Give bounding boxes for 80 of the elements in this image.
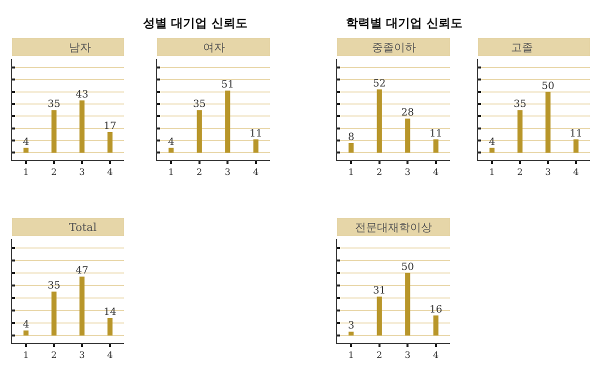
chart-title: 고졸 [511, 41, 533, 54]
bar [405, 118, 410, 153]
bar [545, 92, 551, 153]
x-tick-label: 4 [253, 168, 260, 178]
bar [348, 142, 354, 153]
data-label: 50 [542, 80, 554, 92]
data-label: 11 [250, 128, 262, 140]
data-label: 52 [373, 78, 386, 90]
bar [225, 90, 230, 153]
bar [348, 332, 354, 336]
bar [107, 318, 113, 336]
data-label: 35 [514, 99, 526, 110]
bar [573, 139, 579, 153]
x-tick-label: 3 [545, 168, 552, 178]
chart-title: 전문대재학이상 [355, 221, 432, 234]
x-tick-label: 4 [107, 350, 114, 361]
bar [23, 148, 29, 153]
data-label: 35 [193, 99, 206, 110]
x-tick-label: 1 [23, 350, 29, 361]
data-label: 50 [401, 262, 414, 273]
data-label: 28 [401, 108, 414, 119]
x-tick-label: 3 [404, 168, 411, 178]
x-tick-label: 4 [573, 168, 580, 178]
x-tick-label: 3 [79, 350, 86, 361]
chart-title: 남자 [69, 41, 91, 54]
data-label: 17 [104, 121, 116, 132]
x-tick-label: 3 [79, 168, 86, 178]
bar [376, 89, 382, 153]
bar [517, 110, 523, 153]
data-label: 31 [373, 286, 386, 297]
x-tick-label: 1 [168, 168, 174, 178]
bar [376, 296, 382, 336]
bar [23, 330, 29, 336]
text: 성별 대기업 신뢰도 [143, 16, 248, 30]
data-label: 47 [76, 266, 88, 277]
bar [433, 139, 438, 153]
data-label: 4 [22, 319, 30, 330]
chart-title: Total [69, 221, 98, 234]
data-label: 4 [488, 136, 496, 148]
data-label: 35 [48, 280, 60, 292]
data-label: 51 [221, 80, 234, 91]
x-tick-label: 1 [348, 168, 354, 178]
bar [51, 292, 57, 336]
bar [168, 148, 174, 153]
data-label: 4 [168, 136, 174, 148]
data-label: 14 [104, 306, 116, 318]
x-tick-label: 4 [433, 350, 440, 361]
data-label: 4 [22, 136, 30, 148]
data-label: 11 [570, 128, 582, 140]
x-tick-label: 2 [51, 350, 57, 361]
x-tick-label: 4 [433, 168, 440, 178]
x-tick-label: 3 [224, 168, 231, 178]
bar [79, 276, 85, 336]
x-tick-label: 2 [196, 168, 202, 178]
data-label: 8 [348, 132, 354, 143]
x-tick-label: 4 [107, 168, 114, 178]
x-tick-label: 2 [517, 168, 523, 178]
bar [405, 272, 410, 336]
x-tick-label: 1 [489, 168, 495, 178]
bar [489, 148, 495, 153]
text: 학력별 대기업 신뢰도 [346, 16, 462, 30]
x-tick-label: 2 [376, 168, 382, 178]
data-label: 43 [76, 89, 88, 100]
bar [79, 100, 85, 153]
bar [51, 110, 57, 153]
x-tick-label: 2 [376, 350, 382, 361]
chart-title: 여자 [203, 41, 225, 54]
data-label: 16 [430, 304, 442, 316]
bar [433, 315, 438, 336]
data-label: 11 [430, 128, 442, 140]
x-tick-label: 3 [404, 350, 411, 361]
x-tick-label: 1 [348, 350, 354, 361]
x-tick-label: 2 [51, 168, 57, 178]
bar [107, 132, 113, 153]
data-label: 3 [348, 320, 354, 332]
chart-title: 중졸이하 [372, 41, 416, 54]
bar [196, 110, 202, 153]
bar [253, 139, 258, 153]
x-tick-label: 1 [23, 168, 29, 178]
data-label: 35 [48, 99, 60, 110]
